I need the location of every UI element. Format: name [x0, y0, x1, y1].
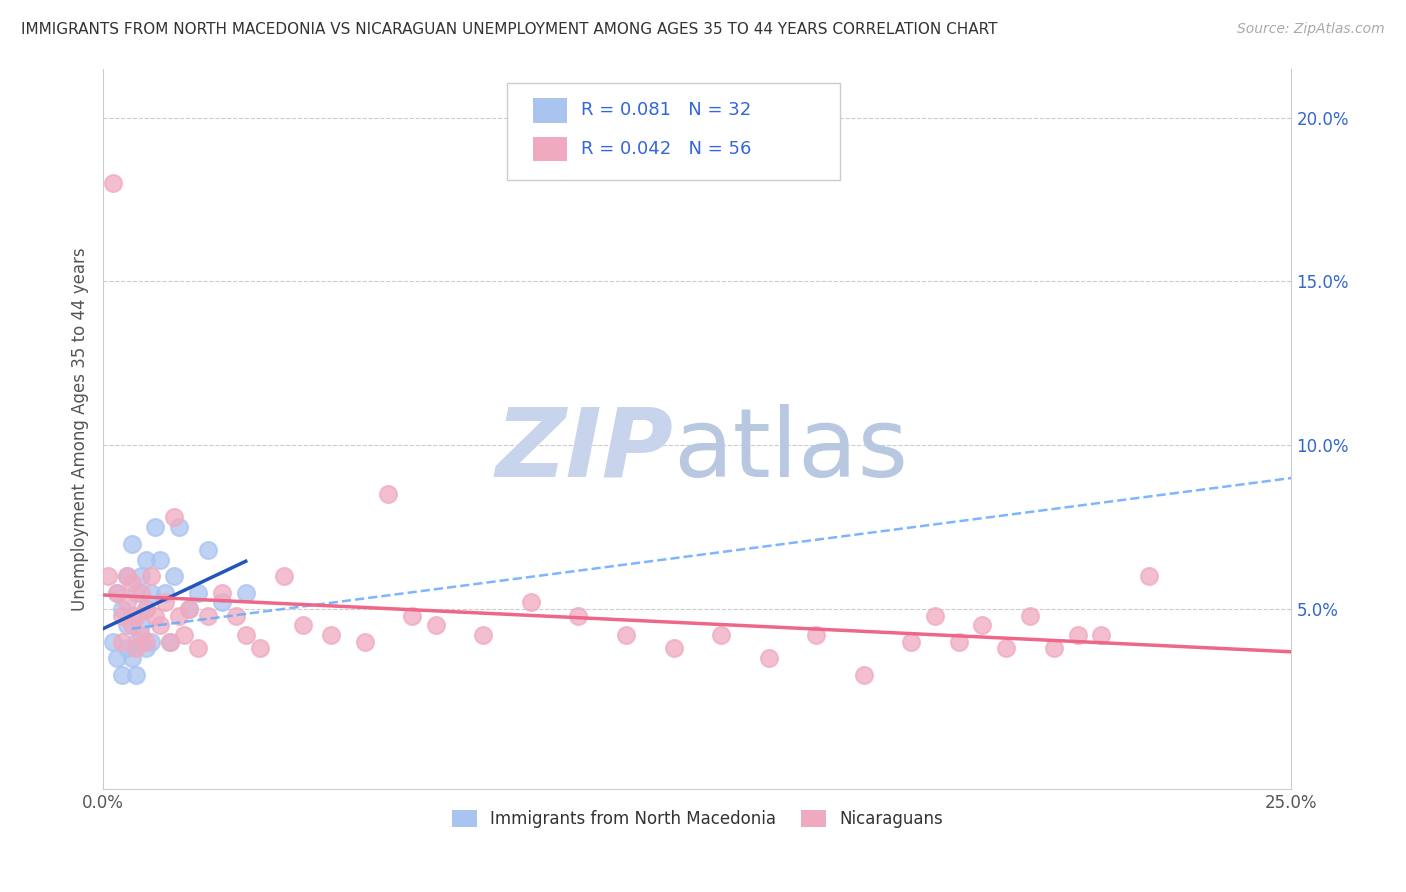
Point: [129, 628, 152, 642]
Point: [167, 520, 190, 534]
Point: [125, 608, 148, 623]
Y-axis label: Unemployment Among Ages 35 to 44 years: Unemployment Among Ages 35 to 44 years: [72, 247, 89, 611]
Point: [163, 569, 186, 583]
Point: [153, 585, 176, 599]
Point: [662, 641, 685, 656]
Point: [125, 635, 148, 649]
Point: [924, 608, 946, 623]
Point: [111, 635, 134, 649]
Point: [121, 651, 143, 665]
Point: [101, 635, 124, 649]
Point: [129, 618, 152, 632]
Point: [235, 585, 257, 599]
Point: [105, 585, 128, 599]
Point: [173, 628, 195, 642]
Point: [249, 641, 271, 656]
Point: [153, 595, 176, 609]
Point: [520, 595, 543, 609]
Point: [972, 618, 994, 632]
Point: [145, 520, 167, 534]
FancyBboxPatch shape: [533, 98, 567, 122]
Point: [101, 176, 124, 190]
Point: [225, 608, 247, 623]
Point: [115, 569, 138, 583]
Point: [273, 569, 295, 583]
Point: [135, 641, 157, 656]
Legend: Immigrants from North Macedonia, Nicaraguans: Immigrants from North Macedonia, Nicarag…: [444, 804, 949, 835]
Point: [353, 635, 375, 649]
Point: [167, 608, 190, 623]
Point: [125, 641, 148, 656]
Point: [401, 608, 423, 623]
Point: [211, 585, 233, 599]
Point: [125, 585, 148, 599]
Point: [97, 569, 120, 583]
Point: [1066, 628, 1088, 642]
Text: R = 0.042   N = 56: R = 0.042 N = 56: [581, 140, 751, 158]
Point: [804, 628, 827, 642]
Point: [135, 553, 157, 567]
Point: [111, 602, 134, 616]
Point: [567, 608, 589, 623]
Point: [139, 585, 162, 599]
Point: [105, 651, 128, 665]
Point: [129, 585, 152, 599]
Point: [900, 635, 922, 649]
Point: [149, 553, 172, 567]
Point: [159, 635, 181, 649]
Point: [115, 595, 138, 609]
Text: atlas: atlas: [673, 404, 908, 497]
Text: ZIP: ZIP: [496, 404, 673, 497]
FancyBboxPatch shape: [508, 83, 839, 180]
Point: [1042, 641, 1064, 656]
Point: [187, 585, 209, 599]
Point: [197, 543, 219, 558]
Text: IMMIGRANTS FROM NORTH MACEDONIA VS NICARAGUAN UNEMPLOYMENT AMONG AGES 35 TO 44 Y: IMMIGRANTS FROM NORTH MACEDONIA VS NICAR…: [21, 22, 998, 37]
Point: [758, 651, 780, 665]
Point: [135, 635, 157, 649]
FancyBboxPatch shape: [533, 136, 567, 161]
Point: [111, 667, 134, 681]
Point: [121, 575, 143, 590]
Point: [111, 608, 134, 623]
Point: [291, 618, 314, 632]
Point: [948, 635, 970, 649]
Point: [710, 628, 733, 642]
Point: [115, 618, 138, 632]
Text: R = 0.081   N = 32: R = 0.081 N = 32: [581, 102, 751, 120]
Point: [197, 608, 219, 623]
Point: [425, 618, 447, 632]
Point: [235, 628, 257, 642]
Point: [163, 510, 186, 524]
Point: [115, 569, 138, 583]
Point: [105, 585, 128, 599]
Point: [129, 569, 152, 583]
Point: [177, 602, 200, 616]
Point: [321, 628, 343, 642]
Point: [125, 667, 148, 681]
Point: [177, 602, 200, 616]
Point: [472, 628, 495, 642]
Point: [1090, 628, 1112, 642]
Point: [1137, 569, 1160, 583]
Point: [149, 618, 172, 632]
Point: [121, 608, 143, 623]
Point: [121, 536, 143, 550]
Point: [139, 569, 162, 583]
Point: [139, 635, 162, 649]
Point: [995, 641, 1018, 656]
Point: [211, 595, 233, 609]
Point: [1019, 608, 1042, 623]
Point: [377, 487, 399, 501]
Point: [121, 618, 143, 632]
Point: [145, 608, 167, 623]
Point: [159, 635, 181, 649]
Point: [135, 602, 157, 616]
Point: [852, 667, 875, 681]
Point: [187, 641, 209, 656]
Point: [115, 641, 138, 656]
Point: [135, 602, 157, 616]
Text: Source: ZipAtlas.com: Source: ZipAtlas.com: [1237, 22, 1385, 37]
Point: [614, 628, 637, 642]
